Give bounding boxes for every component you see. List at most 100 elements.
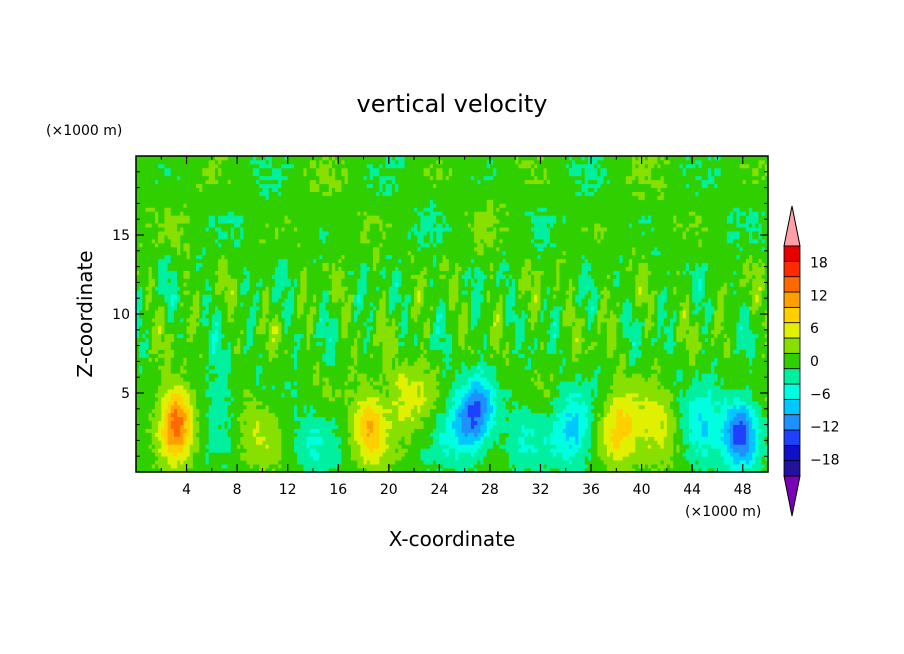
field-cell: [322, 373, 326, 378]
field-cell: [546, 396, 551, 402]
field-cell: [572, 381, 576, 386]
field-cell: [461, 408, 466, 414]
field-cell: [173, 400, 178, 406]
field-cell: [581, 464, 586, 469]
field-cell: [587, 381, 592, 386]
field-cell: [290, 456, 295, 461]
field-cell: [243, 428, 247, 433]
field-cell: [230, 396, 235, 402]
field-cell: [537, 381, 541, 386]
field-cell: [755, 400, 759, 406]
field-cell: [183, 385, 187, 390]
field-cell: [572, 460, 576, 465]
field-cell: [572, 440, 576, 445]
field-cell: [502, 420, 507, 425]
field-cell: [537, 377, 541, 382]
field-cell: [338, 440, 342, 445]
field-cell: [249, 408, 254, 414]
field-cell: [398, 408, 402, 414]
field-cell: [515, 440, 519, 445]
field-cell: [603, 440, 608, 445]
field-cell: [647, 460, 652, 465]
field-cell: [622, 460, 627, 465]
field-cell: [670, 464, 674, 469]
field-cell: [221, 400, 225, 406]
field-cell: [344, 404, 349, 410]
field-cell: [663, 381, 668, 386]
field-cell: [189, 396, 194, 402]
field-cell: [316, 381, 320, 386]
field-cell: [515, 464, 519, 469]
field-cell: [584, 436, 589, 441]
field-cell: [496, 468, 500, 473]
field-cell: [512, 393, 516, 398]
field-cell: [628, 452, 633, 457]
field-cell: [401, 468, 405, 473]
field-cell: [622, 408, 627, 414]
field-cell: [297, 396, 301, 402]
field-cell: [758, 408, 763, 414]
field-cell: [221, 436, 225, 441]
field-cell: [755, 452, 759, 457]
field-cell: [736, 440, 740, 445]
field-cell: [407, 393, 412, 398]
field-cell: [543, 428, 548, 433]
field-cell: [689, 400, 693, 406]
field-cell: [641, 436, 646, 441]
field-cell: [445, 408, 450, 414]
field-cell: [297, 389, 301, 394]
field-cell: [275, 389, 279, 394]
field-cell: [689, 448, 693, 453]
field-cell: [227, 416, 232, 422]
field-cell: [445, 400, 450, 406]
field-cell: [249, 440, 254, 445]
field-cell: [246, 440, 251, 445]
field-cell: [486, 468, 491, 473]
field-cell: [407, 440, 412, 445]
field-cell: [730, 456, 734, 461]
field-cell: [211, 452, 216, 457]
field-cell: [679, 396, 684, 402]
field-cell: [628, 468, 633, 473]
field-cell: [240, 436, 244, 441]
field-cell: [663, 412, 668, 418]
field-cell: [692, 377, 696, 382]
field-cell: [695, 468, 699, 473]
field-cell: [382, 393, 387, 398]
field-cell: [679, 420, 684, 425]
field-cell: [341, 456, 345, 461]
field-cell: [483, 373, 488, 378]
field-cell: [559, 464, 563, 469]
field-cell: [192, 396, 197, 402]
field-cell: [142, 412, 146, 418]
field-cell: [158, 460, 162, 465]
field-cell: [745, 377, 750, 382]
field-cell: [572, 400, 576, 406]
field-cell: [366, 404, 371, 410]
field-cell: [736, 389, 740, 394]
field-cell: [366, 396, 371, 402]
field-cell: [167, 444, 172, 449]
field-cell: [717, 464, 721, 469]
field-cell: [262, 404, 266, 410]
field-cell: [306, 400, 311, 406]
field-cell: [177, 456, 181, 461]
field-cell: [281, 428, 285, 433]
field-cell: [704, 432, 709, 437]
field-cell: [309, 385, 314, 390]
field-cell: [733, 389, 737, 394]
field-cell: [154, 393, 159, 398]
field-cell: [319, 452, 323, 457]
field-cell: [720, 400, 725, 406]
field-cell: [556, 404, 560, 410]
field-cell: [360, 464, 364, 469]
field-cell: [562, 432, 567, 437]
field-cell: [673, 452, 677, 457]
field-cell: [177, 468, 181, 473]
field-cell: [142, 420, 146, 425]
field-cell: [303, 400, 308, 406]
field-cell: [139, 412, 143, 418]
field-cell: [685, 444, 690, 449]
field-cell: [420, 444, 424, 449]
field-cell: [278, 404, 282, 410]
